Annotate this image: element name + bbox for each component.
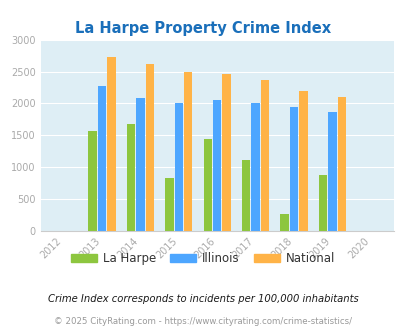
Bar bbox=[136, 98, 144, 231]
Bar bbox=[241, 160, 250, 231]
Bar bbox=[260, 81, 269, 231]
Bar bbox=[318, 176, 326, 231]
Bar bbox=[222, 74, 230, 231]
Legend: La Harpe, Illinois, National: La Harpe, Illinois, National bbox=[66, 247, 339, 270]
Bar bbox=[203, 139, 211, 231]
Bar bbox=[337, 97, 345, 231]
Bar bbox=[251, 103, 259, 231]
Text: Crime Index corresponds to incidents per 100,000 inhabitants: Crime Index corresponds to incidents per… bbox=[47, 294, 358, 304]
Bar bbox=[165, 178, 173, 231]
Bar bbox=[327, 112, 336, 231]
Bar bbox=[126, 124, 135, 231]
Text: La Harpe Property Crime Index: La Harpe Property Crime Index bbox=[75, 21, 330, 36]
Bar bbox=[213, 100, 221, 231]
Bar bbox=[289, 107, 298, 231]
Bar bbox=[280, 214, 288, 231]
Bar bbox=[88, 131, 97, 231]
Bar bbox=[98, 86, 106, 231]
Text: © 2025 CityRating.com - https://www.cityrating.com/crime-statistics/: © 2025 CityRating.com - https://www.city… bbox=[54, 317, 351, 326]
Bar bbox=[107, 57, 115, 231]
Bar bbox=[298, 91, 307, 231]
Bar bbox=[183, 72, 192, 231]
Bar bbox=[145, 64, 153, 231]
Bar bbox=[174, 103, 183, 231]
